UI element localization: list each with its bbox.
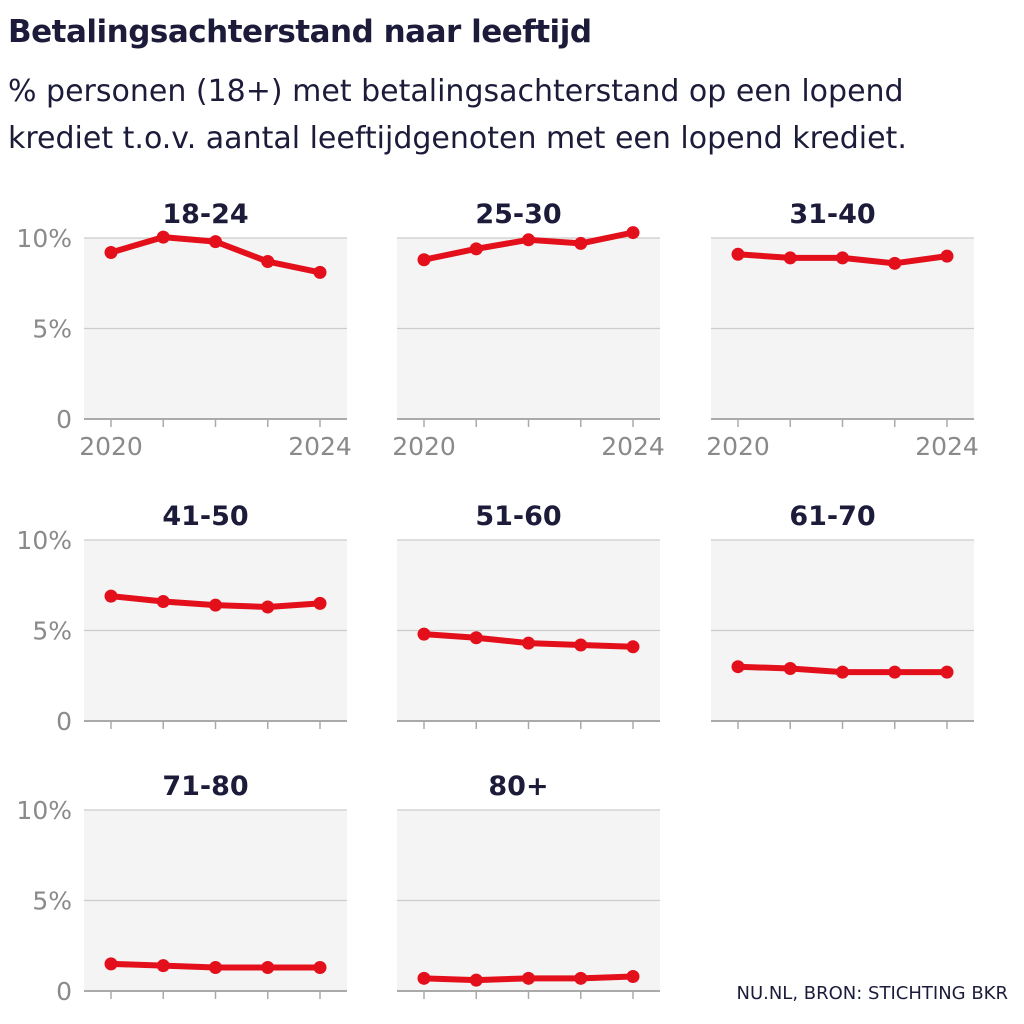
data-point <box>836 251 849 265</box>
chart-title: Betalingsachterstand naar leeftijd <box>8 14 592 50</box>
x-tick-label: 2020 <box>79 432 143 461</box>
y-tick-label: 0 <box>56 707 72 736</box>
data-point <box>156 230 170 244</box>
panel-31-40: 2020 2024 31-40 <box>706 199 979 461</box>
panel-25-30: 2020 2024 25-30 <box>392 199 665 461</box>
data-point <box>522 636 535 650</box>
panel-title: 18-24 <box>162 199 248 230</box>
data-point <box>209 235 222 249</box>
panel-41-50: 0 5% 10% 41-50 <box>16 501 347 736</box>
data-point <box>469 631 483 645</box>
y-tick-label: 0 <box>56 977 72 1006</box>
panel-title: 61-70 <box>789 501 875 532</box>
data-point <box>156 959 170 973</box>
data-point <box>209 598 222 612</box>
data-point <box>574 971 588 985</box>
data-point <box>313 596 327 610</box>
data-point <box>888 665 902 679</box>
data-point <box>261 960 275 974</box>
data-point <box>417 253 431 267</box>
data-point <box>940 249 954 263</box>
data-point <box>940 665 954 679</box>
data-point <box>522 971 535 985</box>
panel-title: 51-60 <box>475 501 561 532</box>
data-point <box>731 247 745 261</box>
data-point <box>104 245 118 259</box>
panel-61-70: 61-70 <box>711 501 974 729</box>
data-point <box>104 589 118 603</box>
data-point <box>313 960 327 974</box>
data-point <box>469 242 483 256</box>
panel-71-80: 0 5% 10% 71-80 <box>16 771 347 1006</box>
data-point <box>574 638 588 652</box>
y-tick-label: 5% <box>32 617 72 646</box>
data-point <box>836 665 849 679</box>
panel-title: 31-40 <box>789 199 875 230</box>
data-point <box>209 960 222 974</box>
y-tick-label: 10% <box>16 224 72 253</box>
panel-title: 71-80 <box>162 771 248 802</box>
panel-title: 41-50 <box>162 501 248 532</box>
panel-title: 80+ <box>488 771 548 802</box>
data-point <box>783 662 797 676</box>
panel-80+: 80+ <box>397 771 660 999</box>
data-point <box>261 255 275 269</box>
y-tick-label: 0 <box>56 405 72 434</box>
panel-title: 25-30 <box>475 199 561 230</box>
data-point <box>888 256 902 270</box>
data-point <box>469 973 483 987</box>
x-tick-label: 2024 <box>288 432 352 461</box>
data-point <box>626 640 640 654</box>
y-tick-label: 10% <box>16 796 72 825</box>
data-point <box>417 971 431 985</box>
data-point <box>417 627 431 641</box>
data-point <box>156 595 170 609</box>
data-point <box>522 233 535 247</box>
data-point <box>731 660 745 674</box>
y-tick-label: 5% <box>32 887 72 916</box>
chart-subtitle: % personen (18+) met betalingsachterstan… <box>8 74 907 156</box>
panel-18-24: 0 5% 10% 2020 2024 18-24 <box>16 199 351 461</box>
data-point <box>626 226 640 240</box>
data-point <box>626 970 640 984</box>
data-point <box>574 236 588 250</box>
source-note: NU.NL, BRON: STICHTING BKR <box>736 983 1008 1004</box>
y-tick-label: 10% <box>16 526 72 555</box>
data-point <box>313 265 327 279</box>
x-tick-label: 2020 <box>392 432 456 461</box>
y-tick-label: 5% <box>32 315 72 344</box>
panel-51-60: 51-60 <box>397 501 660 729</box>
data-point <box>261 600 275 614</box>
x-tick-label: 2024 <box>915 432 979 461</box>
x-tick-label: 2024 <box>601 432 665 461</box>
x-tick-label: 2020 <box>706 432 770 461</box>
data-point <box>104 957 118 971</box>
data-point <box>783 251 797 265</box>
